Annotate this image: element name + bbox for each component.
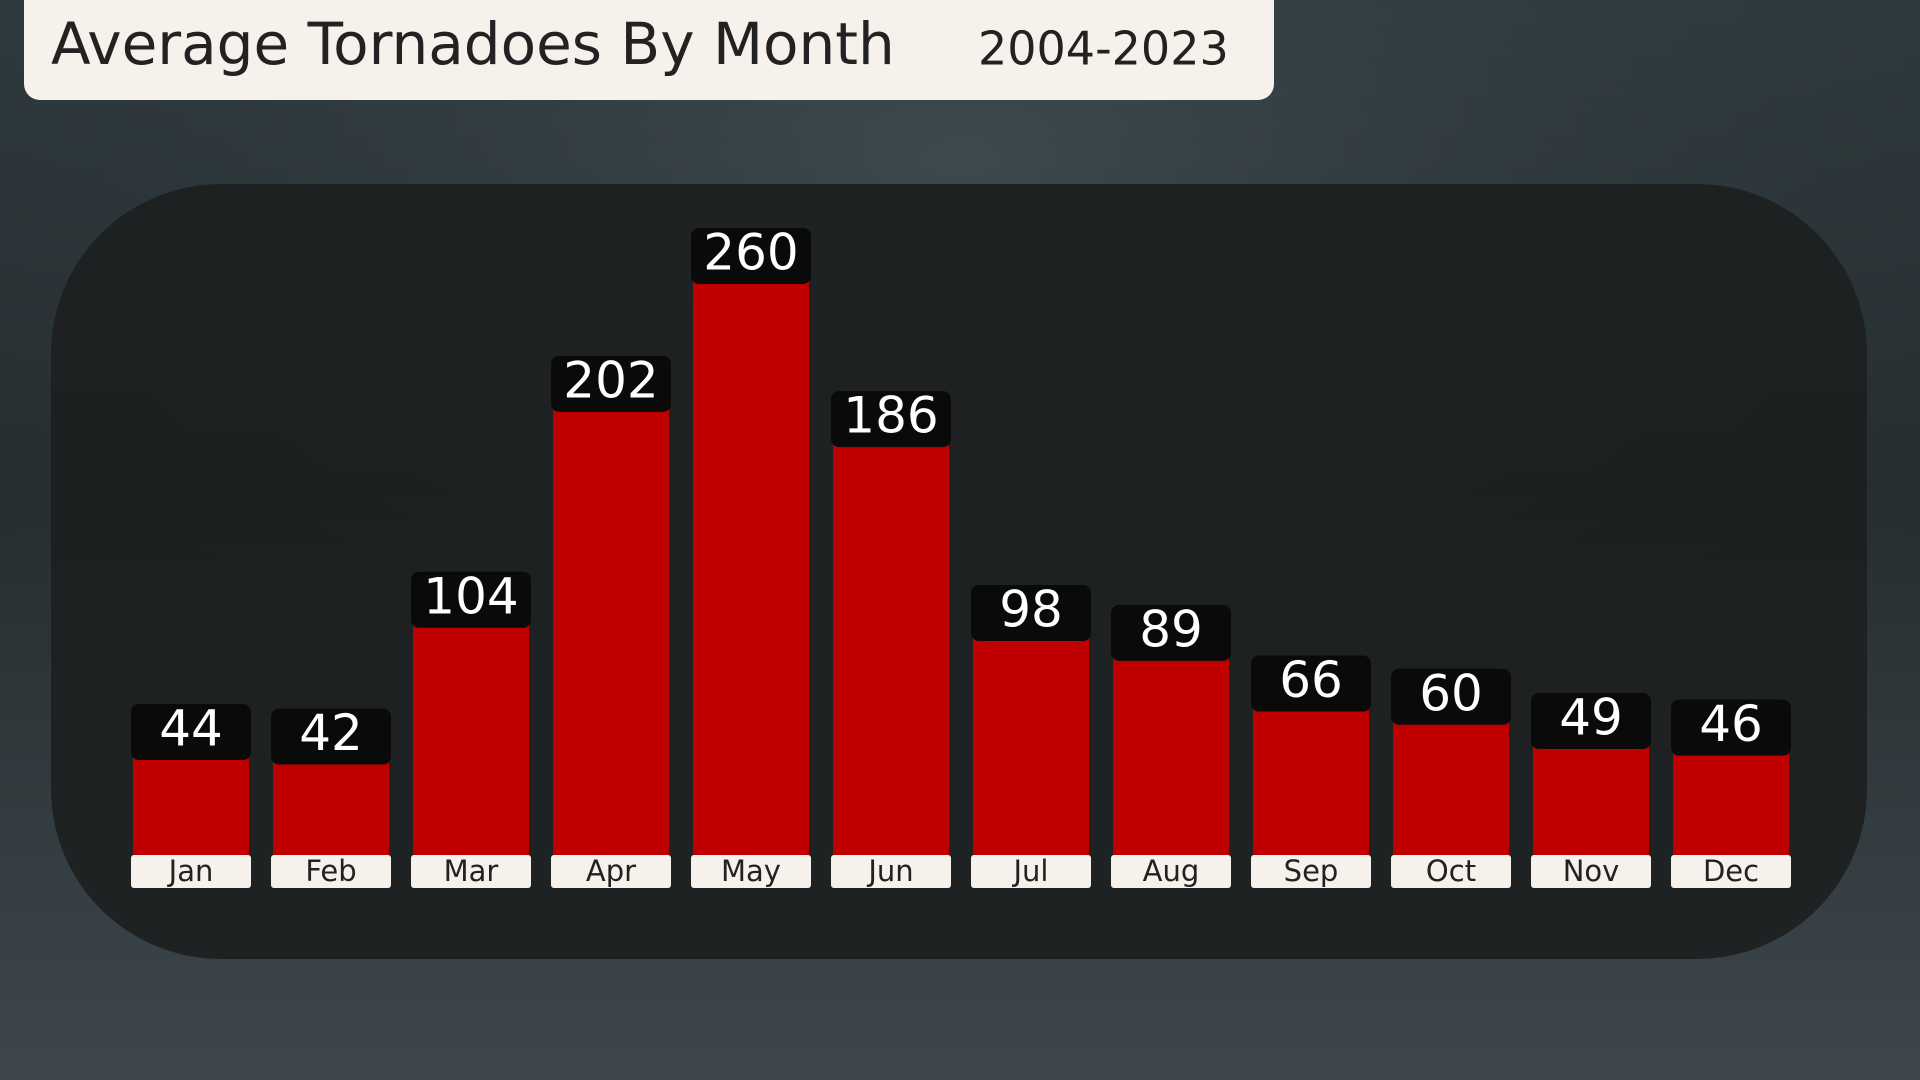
value-label: 186 xyxy=(843,387,938,445)
value-label-box xyxy=(131,704,251,761)
value-label-box xyxy=(971,585,1091,642)
bar xyxy=(833,445,949,855)
chart-title: Average Tornadoes By Month xyxy=(51,10,895,78)
bar xyxy=(133,758,249,855)
value-label: 49 xyxy=(1559,689,1623,747)
value-label: 89 xyxy=(1139,600,1203,658)
category-label-box xyxy=(691,855,811,888)
x-tick-label: Oct xyxy=(1426,854,1476,888)
x-tick-label: May xyxy=(721,854,781,888)
value-label: 260 xyxy=(703,224,798,282)
bar xyxy=(1253,709,1369,855)
category-label-box xyxy=(831,855,951,888)
value-label-box xyxy=(1671,699,1791,756)
category-label-box xyxy=(131,855,251,888)
category-label-box xyxy=(1251,855,1371,888)
value-label: 44 xyxy=(159,700,223,758)
value-label-box xyxy=(1251,655,1371,712)
value-label-box xyxy=(551,355,671,412)
bar xyxy=(413,625,529,855)
value-label-box xyxy=(1111,604,1231,661)
value-label: 46 xyxy=(1699,695,1763,753)
category-label-box xyxy=(271,855,391,888)
value-label: 202 xyxy=(563,351,658,409)
chart-subtitle: 2004-2023 xyxy=(978,22,1229,76)
bar xyxy=(553,409,669,855)
value-label: 66 xyxy=(1279,651,1343,709)
bar xyxy=(693,282,809,855)
x-tick-label: Dec xyxy=(1703,854,1759,888)
plot: 44 Jan 42 Feb 104 Mar 202 Apr 260 May 186 Jun 98 Jul 8… xyxy=(131,224,1791,888)
value-label-box xyxy=(1531,693,1651,750)
x-tick-label: Sep xyxy=(1284,854,1339,888)
value-label: 60 xyxy=(1419,664,1483,722)
x-tick-label: Mar xyxy=(444,854,499,888)
bar xyxy=(273,762,389,855)
x-tick-label: Aug xyxy=(1143,854,1200,888)
x-tick-label: Jul xyxy=(1012,854,1049,888)
bar xyxy=(1393,722,1509,855)
title-box xyxy=(24,0,1274,100)
category-label-box xyxy=(971,855,1091,888)
category-label-box xyxy=(1111,855,1231,888)
category-label-box xyxy=(551,855,671,888)
bar xyxy=(1113,658,1229,855)
category-label-box xyxy=(411,855,531,888)
bar xyxy=(1533,747,1649,855)
x-tick-label: Jun xyxy=(866,854,913,888)
value-label-box xyxy=(1391,668,1511,725)
bar xyxy=(1673,753,1789,855)
value-label-box xyxy=(271,708,391,765)
category-label-box xyxy=(1391,855,1511,888)
category-label-box xyxy=(1531,855,1651,888)
value-label-box xyxy=(691,228,811,284)
value-label: 98 xyxy=(999,581,1063,639)
value-label-box xyxy=(411,571,531,628)
value-label-box xyxy=(831,391,951,448)
bar xyxy=(973,639,1089,855)
x-tick-label: Feb xyxy=(305,854,356,888)
x-tick-label: Nov xyxy=(1563,854,1620,888)
x-tick-label: Apr xyxy=(586,854,636,888)
x-tick-label: Jan xyxy=(167,854,214,888)
value-label: 104 xyxy=(423,567,518,625)
category-label-box xyxy=(1671,855,1791,888)
value-label: 42 xyxy=(299,704,363,762)
